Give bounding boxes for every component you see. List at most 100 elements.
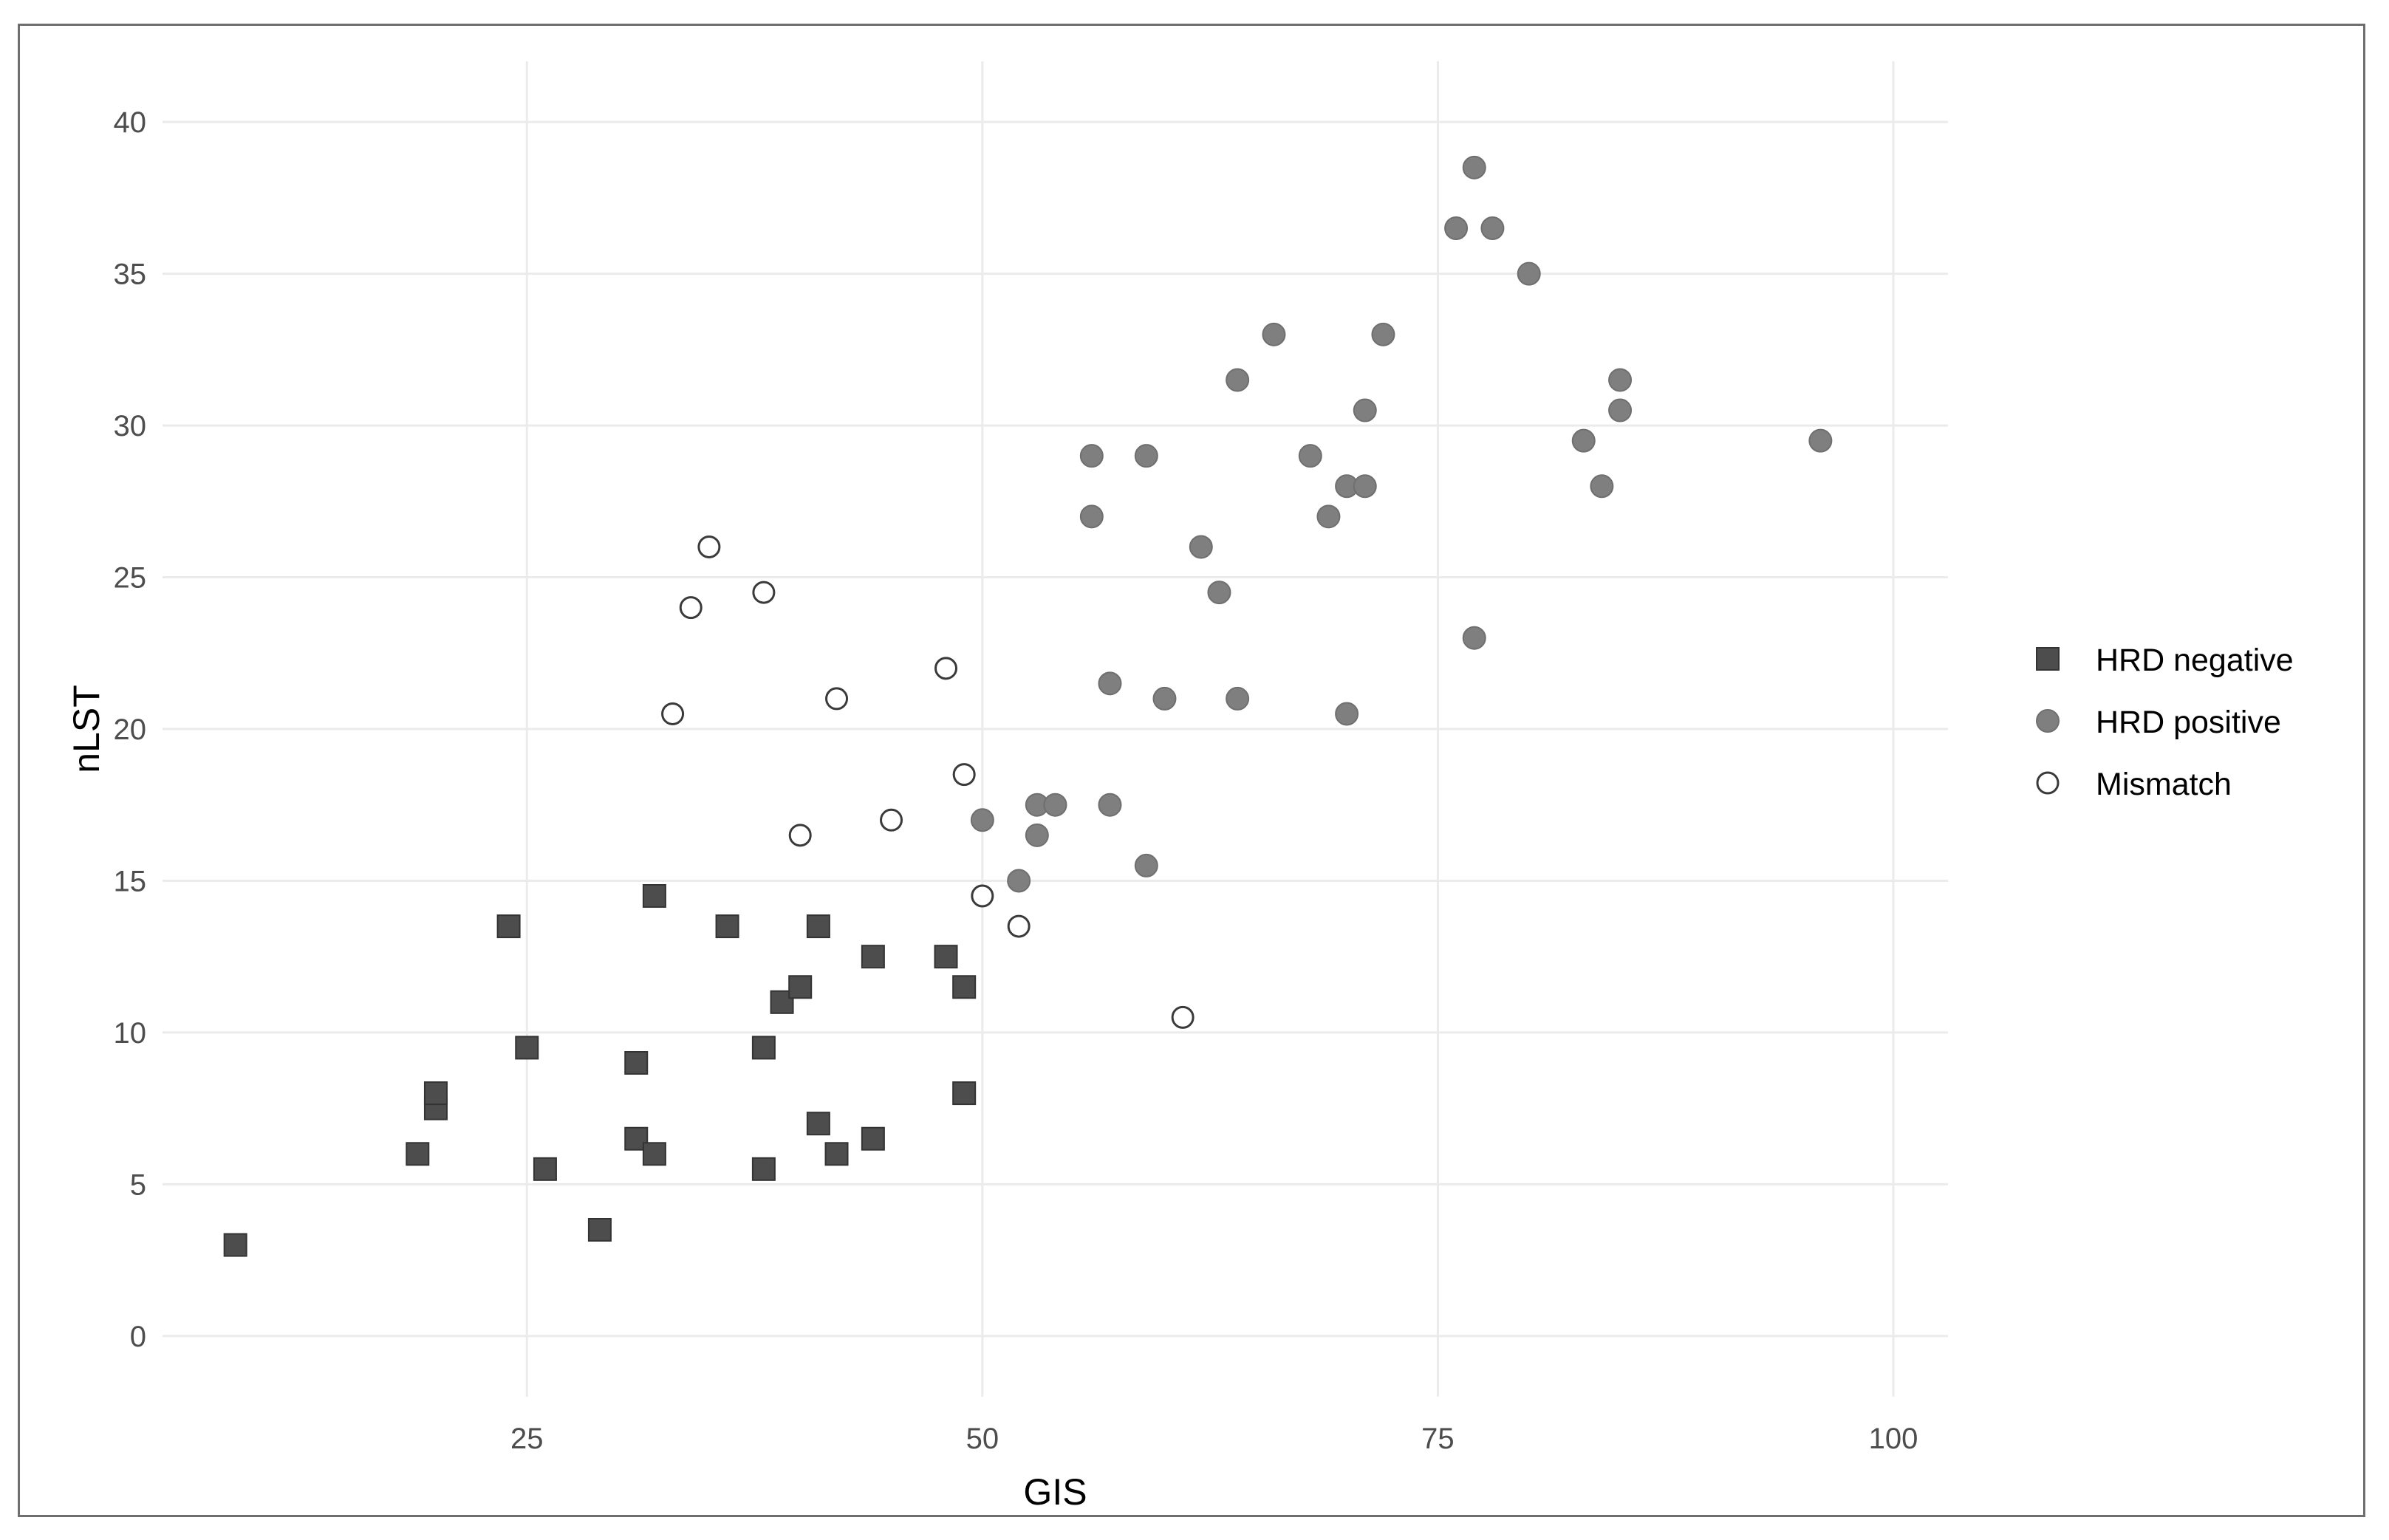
legend-key [2036, 647, 2060, 671]
data-point [406, 1142, 430, 1166]
data-point [824, 1142, 849, 1166]
data-point [751, 1036, 776, 1060]
data-point [1444, 216, 1469, 240]
data-point [1043, 793, 1067, 817]
data-point [934, 945, 958, 969]
data-point [661, 702, 685, 725]
data-point [1152, 686, 1177, 711]
chart-frame: 0 5 10 15 20 25 30 35 40 25 50 75 100 GIS nLST HRD … [18, 24, 2365, 1517]
legend-key [2036, 771, 2060, 795]
data-point [642, 884, 666, 908]
y-axis-title: nLST [66, 685, 107, 773]
legend-key [2036, 709, 2060, 733]
data-point [825, 687, 849, 711]
y-tick-label: 20 [114, 713, 147, 746]
legend-label: HRD positive [2096, 705, 2281, 740]
x-tick-label: 25 [510, 1423, 544, 1455]
x-tick-label: 75 [1421, 1423, 1455, 1455]
data-point [934, 657, 958, 680]
data-point [952, 763, 976, 787]
y-tick-label: 5 [130, 1168, 146, 1201]
y-tick-label: 40 [114, 106, 147, 139]
data-point [1353, 398, 1377, 422]
data-point [1134, 444, 1158, 468]
data-point [1808, 428, 1833, 453]
y-tick-label: 0 [130, 1321, 146, 1353]
data-point [1226, 686, 1250, 711]
data-point [806, 1112, 830, 1136]
legend-item: HRD negative [2036, 643, 2294, 678]
data-point [1189, 535, 1213, 559]
data-point [587, 1218, 612, 1242]
data-point [1462, 155, 1486, 179]
data-point [423, 1081, 448, 1106]
legend-item: Mismatch [2036, 767, 2232, 802]
y-tick-label: 35 [114, 259, 147, 291]
series-circle [970, 155, 1833, 893]
data-point [1608, 368, 1633, 392]
x-axis-ticks: 25 50 75 100 [510, 1423, 1918, 1455]
y-axis-ticks: 0 5 10 15 20 25 30 35 40 [114, 106, 147, 1353]
legend-label: Mismatch [2096, 767, 2232, 802]
data-point [1517, 261, 1541, 286]
legend: HRD negative HRD positive Mismatch [2036, 643, 2294, 802]
data-points [223, 155, 1833, 1257]
data-point [1207, 581, 1231, 605]
data-point [1298, 444, 1322, 468]
data-point [1462, 626, 1486, 650]
data-point [861, 1126, 885, 1151]
data-point [715, 914, 739, 939]
data-point [1098, 671, 1122, 696]
series-square [223, 884, 977, 1257]
x-tick-label: 50 [966, 1423, 999, 1455]
data-point [1262, 322, 1286, 346]
data-point [751, 1157, 776, 1181]
data-point [223, 1233, 247, 1257]
data-point [697, 535, 721, 558]
data-point [952, 975, 977, 999]
data-point [1025, 823, 1049, 847]
y-tick-label: 30 [114, 410, 147, 442]
legend-label: HRD negative [2096, 643, 2294, 678]
data-point [970, 808, 994, 832]
data-point [1079, 504, 1104, 529]
x-tick-label: 100 [1869, 1423, 1918, 1455]
data-point [1480, 216, 1505, 240]
data-point [679, 596, 703, 620]
y-tick-label: 25 [114, 562, 147, 595]
data-point [1335, 702, 1359, 726]
data-point [752, 581, 776, 604]
data-point [971, 884, 994, 908]
grid [163, 61, 1948, 1397]
data-point [533, 1157, 557, 1181]
data-point [1007, 869, 1031, 893]
data-point [496, 914, 521, 939]
data-point [806, 914, 830, 939]
data-point [1608, 398, 1633, 422]
data-point [1371, 322, 1395, 346]
scatter-chart: 0 5 10 15 20 25 30 35 40 25 50 75 100 GIS nLST HRD … [66, 61, 2294, 1513]
data-point [861, 945, 885, 969]
data-point [1098, 793, 1122, 817]
legend-item: HRD positive [2036, 705, 2281, 740]
data-point [642, 1142, 666, 1166]
data-point [788, 824, 812, 847]
data-point [1571, 428, 1596, 453]
data-point [1590, 474, 1614, 499]
data-point [1079, 444, 1104, 468]
data-point [1226, 368, 1250, 392]
data-point [1353, 474, 1377, 499]
y-tick-label: 15 [114, 865, 147, 897]
x-axis-title: GIS [1023, 1471, 1087, 1513]
series-open-circle [661, 535, 1194, 1029]
data-point [515, 1036, 539, 1060]
data-point [1171, 1005, 1194, 1029]
y-tick-label: 10 [114, 1017, 147, 1050]
data-point [788, 975, 813, 999]
data-point [624, 1051, 649, 1075]
data-point [1316, 504, 1341, 529]
data-point [1007, 914, 1031, 938]
data-point [952, 1081, 977, 1106]
data-point [1134, 853, 1158, 877]
data-point [880, 808, 903, 832]
